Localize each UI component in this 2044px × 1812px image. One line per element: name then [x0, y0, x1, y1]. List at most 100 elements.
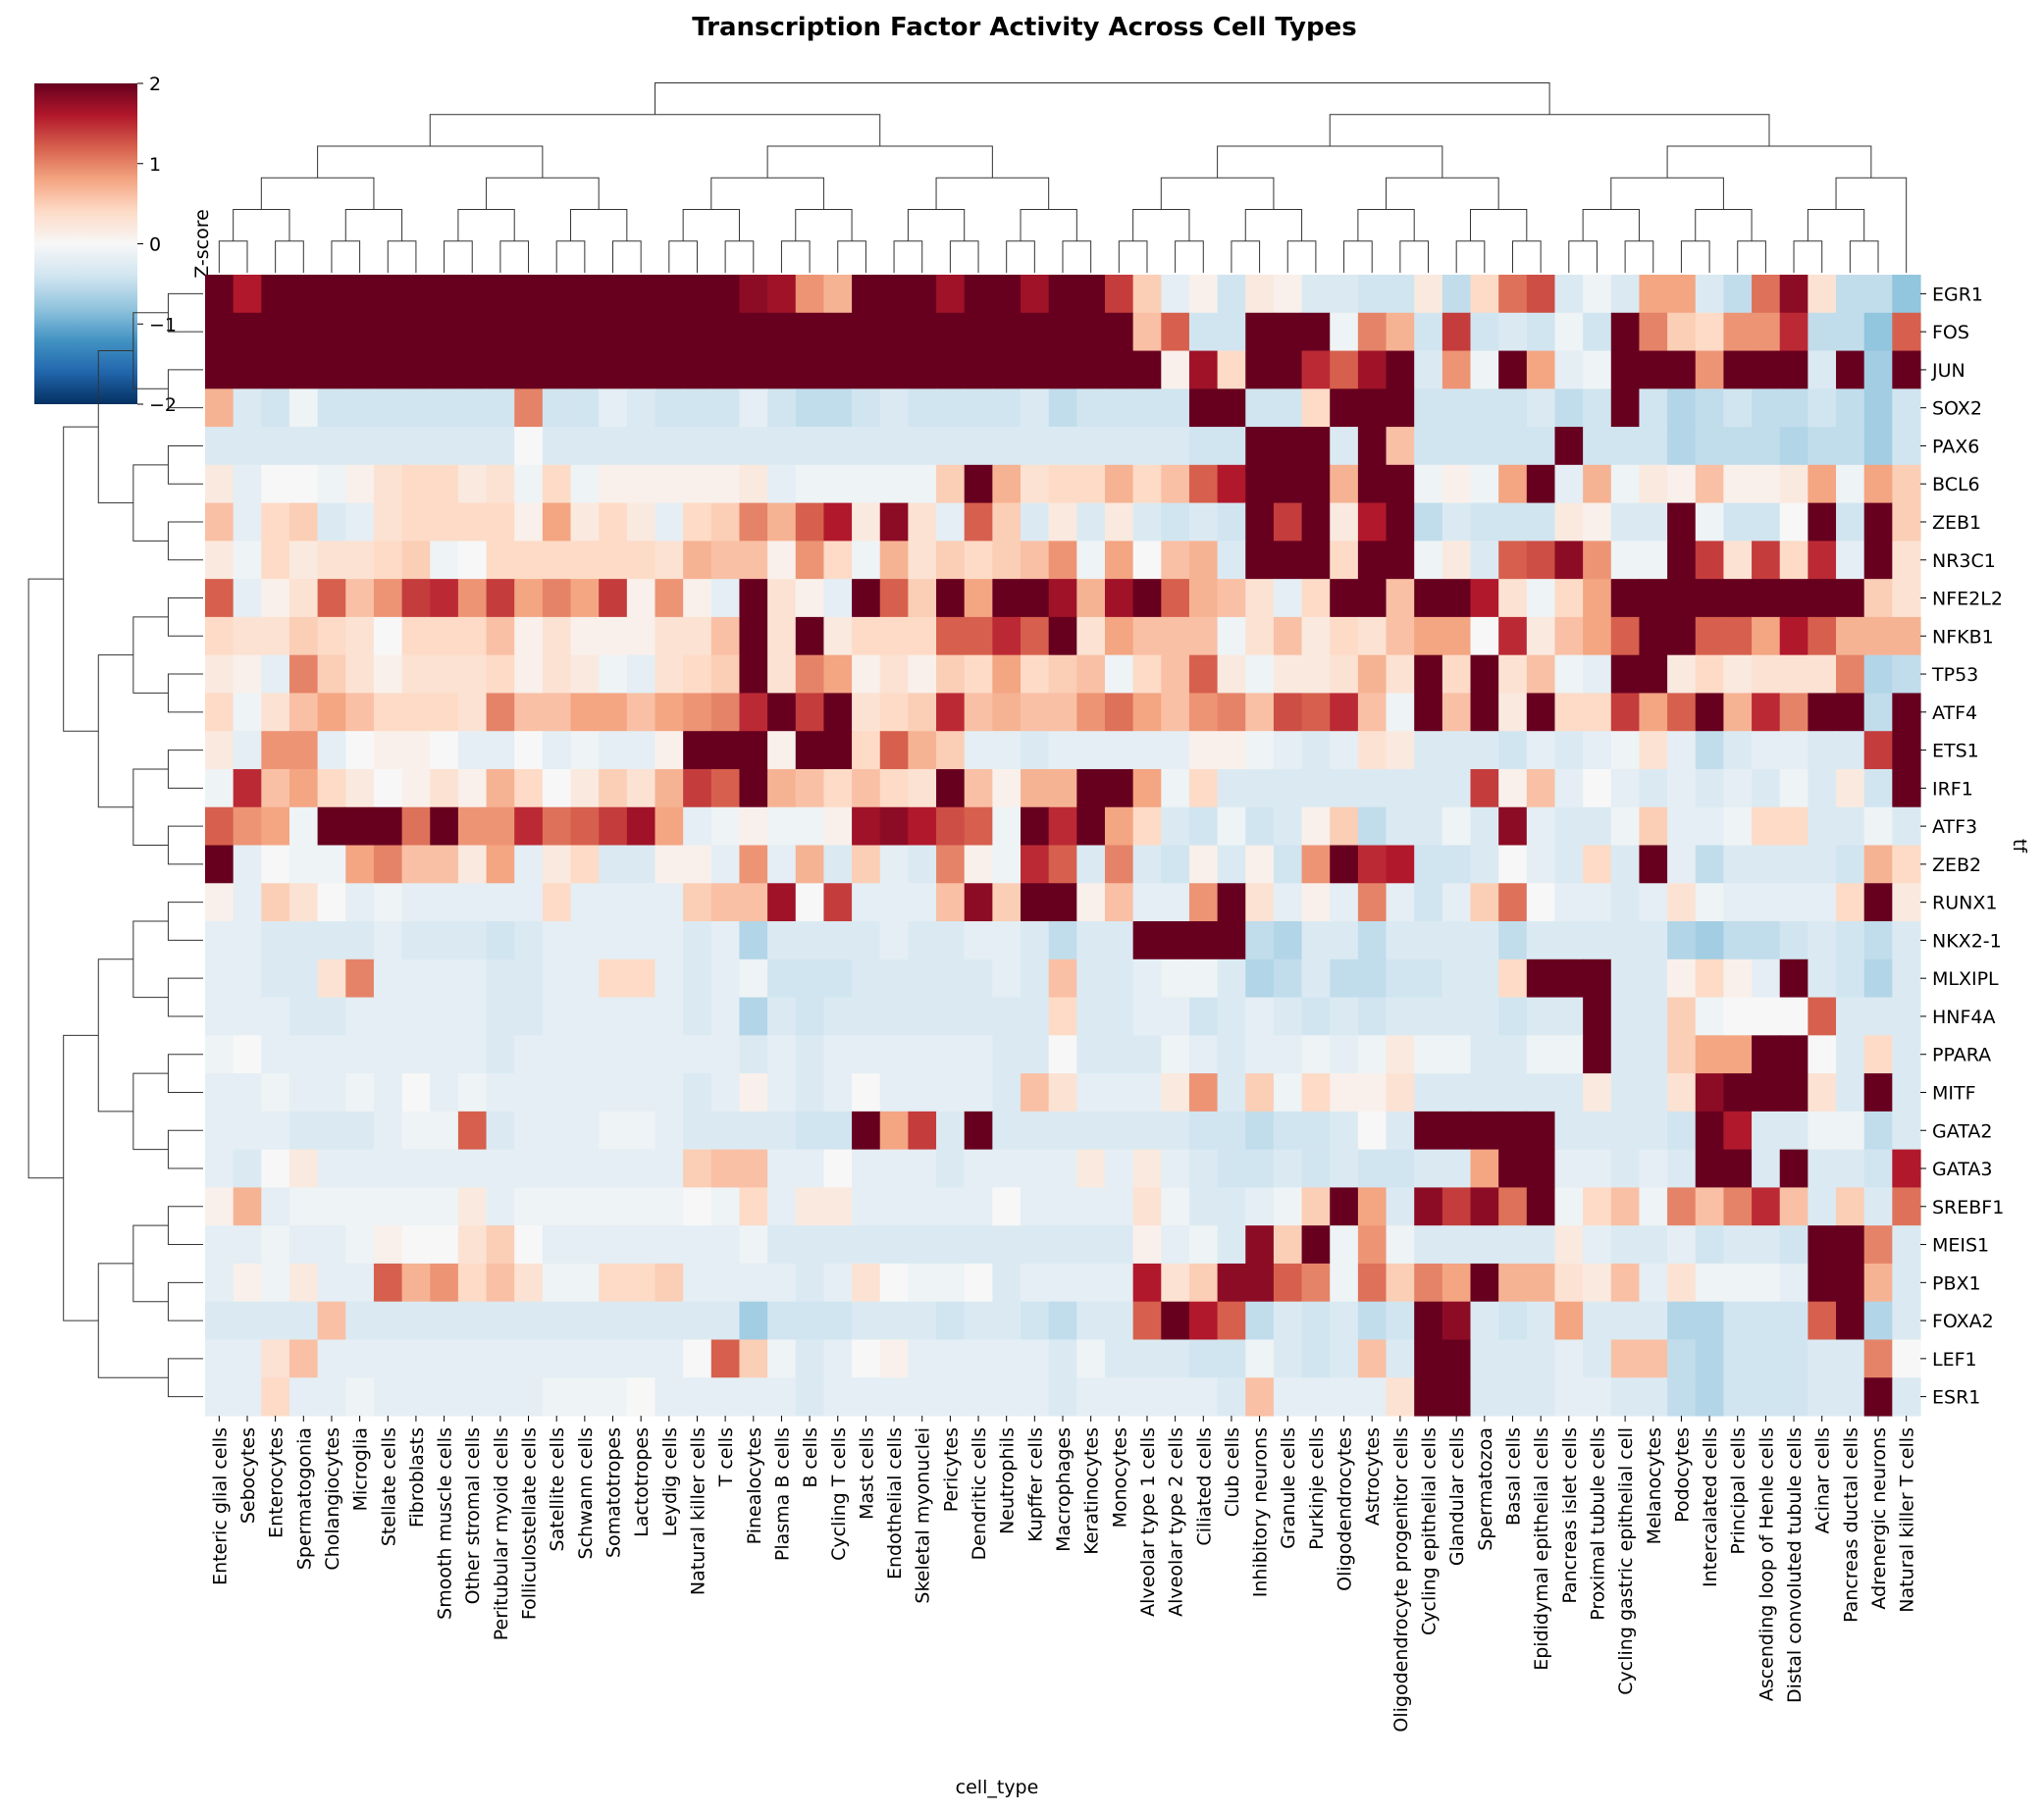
heatmap-cell — [1554, 731, 1584, 770]
heatmap-cell — [1892, 1187, 1921, 1226]
heatmap-cell — [823, 1377, 853, 1417]
heatmap-cell — [879, 997, 909, 1036]
heatmap-cell — [992, 693, 1022, 732]
heatmap-cell — [1695, 921, 1725, 960]
heatmap-cell — [852, 654, 881, 695]
heatmap-cell — [486, 1225, 515, 1265]
heatmap-cell — [1330, 806, 1359, 847]
heatmap-cell — [1132, 1301, 1162, 1341]
heatmap-cell — [1667, 350, 1697, 389]
heatmap-cell — [457, 1035, 488, 1074]
heatmap-cell — [1301, 1263, 1331, 1303]
heatmap-cell — [767, 654, 797, 695]
heatmap-cell — [345, 1111, 375, 1151]
heatmap-cell — [908, 427, 937, 466]
heatmap-cell — [1076, 350, 1106, 389]
heatmap-cell — [1752, 654, 1781, 695]
heatmap-cell — [879, 958, 909, 999]
heatmap-cell — [710, 997, 741, 1036]
dendrogram-link — [167, 292, 203, 333]
heatmap-cell — [1554, 275, 1584, 314]
heatmap-cell — [1273, 806, 1303, 847]
heatmap-cell — [261, 350, 290, 389]
heatmap-cell — [1330, 845, 1359, 884]
heatmap-cell — [1132, 541, 1162, 580]
heatmap-cell — [795, 579, 825, 618]
heatmap-cell — [373, 958, 403, 999]
heatmap-cell — [1273, 731, 1303, 770]
heatmap-cell — [1357, 806, 1388, 847]
heatmap-cell — [1808, 921, 1837, 960]
heatmap-cell — [1498, 350, 1528, 389]
heatmap-cell — [964, 427, 993, 466]
heatmap-cell — [1104, 1377, 1134, 1417]
heatmap-cell — [1498, 921, 1528, 960]
heatmap-cell — [1808, 350, 1837, 389]
heatmap-cell — [1330, 579, 1359, 618]
heatmap-cell — [683, 275, 712, 314]
heatmap-cell — [373, 997, 403, 1036]
heatmap-cell — [626, 1035, 656, 1074]
heatmap-cell — [1695, 502, 1725, 542]
heatmap-cell — [767, 1073, 797, 1113]
heatmap-cell — [936, 958, 966, 999]
heatmap-cell — [936, 1035, 966, 1074]
heatmap-cell — [401, 731, 431, 770]
heatmap-cell — [1188, 958, 1219, 999]
dendrogram-link — [1849, 240, 1879, 273]
heatmap-cell — [739, 997, 768, 1036]
heatmap-cell — [992, 1301, 1022, 1341]
heatmap-cell — [767, 1187, 797, 1226]
heatmap-cell — [1330, 1225, 1359, 1265]
heatmap-cell — [599, 883, 628, 922]
heatmap-cell — [1021, 768, 1050, 808]
heatmap-cell — [1752, 1035, 1781, 1074]
heatmap-cell — [1695, 1225, 1725, 1265]
heatmap-cell — [1779, 350, 1808, 389]
heatmap-cell — [683, 1073, 712, 1113]
heatmap-cell — [683, 502, 712, 542]
heatmap-cell — [1723, 1111, 1753, 1151]
dendrogram-link — [837, 240, 866, 273]
heatmap-cell — [795, 997, 825, 1036]
heatmap-cell — [1863, 1301, 1893, 1341]
heatmap-cell — [964, 883, 993, 922]
heatmap-cell — [514, 1035, 544, 1074]
column-label: Epididymal epithelial cells — [1531, 1427, 1552, 1671]
heatmap-cell — [823, 1263, 853, 1303]
heatmap-cell — [1892, 1149, 1921, 1188]
heatmap-cell — [1836, 312, 1865, 352]
heatmap-cell — [1188, 502, 1219, 542]
heatmap-cell — [1273, 997, 1303, 1036]
heatmap-cell — [233, 1339, 262, 1378]
heatmap-cell — [1021, 350, 1050, 389]
heatmap-cell — [430, 1073, 459, 1113]
heatmap-cell — [1583, 350, 1612, 389]
heatmap-cell — [908, 1035, 937, 1074]
heatmap-cell — [1161, 616, 1190, 656]
heatmap-cell — [1695, 654, 1725, 695]
heatmap-cell — [233, 1263, 262, 1303]
heatmap-cell — [1273, 845, 1303, 884]
heatmap-cell — [1048, 541, 1077, 580]
heatmap-cell — [233, 1149, 262, 1188]
heatmap-cell — [1498, 502, 1528, 542]
heatmap-cell — [1386, 1111, 1415, 1151]
heatmap-cell — [345, 768, 375, 808]
heatmap-cell — [1301, 312, 1331, 352]
heatmap-cell — [1892, 1377, 1921, 1417]
heatmap-cell — [1132, 693, 1162, 732]
heatmap-cell — [1076, 312, 1106, 352]
heatmap-cell — [767, 502, 797, 542]
heatmap-cell — [1414, 997, 1443, 1036]
heatmap-cell — [767, 388, 797, 428]
heatmap-cell — [1386, 1187, 1415, 1226]
heatmap-cell — [1892, 1339, 1921, 1378]
heatmap-cell — [908, 579, 937, 618]
heatmap-cell — [655, 958, 684, 999]
column-label: Club cells — [1222, 1427, 1243, 1517]
heatmap-cell — [1217, 768, 1246, 808]
heatmap-cell — [795, 1035, 825, 1074]
heatmap-cell — [964, 388, 993, 428]
heatmap-cell — [1610, 1301, 1641, 1341]
